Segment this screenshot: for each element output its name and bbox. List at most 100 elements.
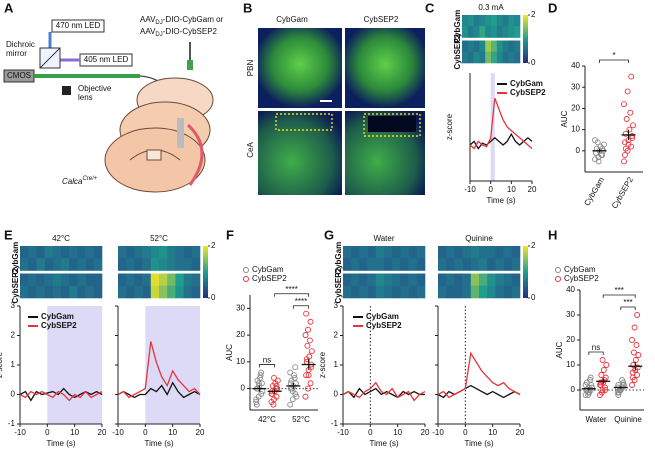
- colorbar: [523, 246, 528, 298]
- data-point: [253, 401, 260, 408]
- data-point: [632, 357, 639, 363]
- data-point: [629, 382, 635, 388]
- heatmap-cell: [351, 246, 360, 259]
- heatmap-cell: [508, 15, 515, 27]
- column-label: CybGam: [276, 15, 308, 24]
- heatmap-cell: [502, 51, 509, 64]
- heatmap-cell: [438, 285, 447, 299]
- mirror: [39, 47, 61, 69]
- heatmap-cell: [462, 258, 472, 271]
- heatmap-cell: [367, 285, 377, 299]
- data-point: [303, 310, 310, 317]
- objective-label: Objective lens: [78, 84, 112, 102]
- led-box: [51, 19, 105, 33]
- heatmap-cell: [85, 246, 95, 259]
- heatmap-cell: [467, 15, 474, 27]
- heatmap-cell: [502, 15, 509, 27]
- heatmap-cell: [134, 273, 143, 287]
- data-point: [634, 372, 641, 378]
- heatmap-cell: [20, 273, 29, 287]
- significance-label: ***: [615, 286, 624, 295]
- x-tick-label: 10: [393, 428, 402, 437]
- data-point: [291, 372, 297, 379]
- heatmap-cell: [375, 273, 385, 287]
- heatmap-cell: [392, 246, 401, 259]
- data-point: [305, 326, 311, 333]
- data-point: [306, 337, 313, 344]
- y-tick-label: 30: [566, 310, 575, 319]
- text-part: AAV: [140, 27, 156, 36]
- y-tick-label: 10: [571, 125, 580, 134]
- heatmap-cell: [351, 258, 360, 271]
- heatmap-cell: [28, 273, 37, 287]
- heatmap-cell: [85, 258, 95, 271]
- significance-label: ns: [592, 343, 600, 352]
- data-point: [595, 158, 602, 165]
- x-axis-label: Time (s): [486, 196, 515, 205]
- data-point: [602, 384, 609, 391]
- data-point: [287, 369, 294, 376]
- y-axis-label: z-score: [0, 351, 4, 378]
- data-point: [627, 109, 634, 116]
- colorbar-label: 2: [531, 241, 536, 250]
- heatmap-cell: [126, 273, 135, 287]
- x-tick-label: -10: [14, 428, 26, 437]
- data-point: [634, 312, 641, 318]
- colorbar-label: 0: [531, 58, 536, 67]
- heatmap-cell: [473, 51, 480, 64]
- heatmap-cell: [495, 285, 504, 299]
- heatmap-cell: [142, 273, 152, 287]
- significance-label: ****: [295, 297, 307, 306]
- heatmap-cell: [183, 246, 193, 259]
- data-point: [633, 342, 640, 348]
- y-tick-label: 0: [571, 385, 576, 394]
- heatmap-cell: [61, 246, 70, 259]
- heatmap-cell: [514, 15, 521, 27]
- legend-label: CybGam: [366, 312, 399, 321]
- heatmap-cell: [77, 258, 86, 271]
- heatmap-cell: [85, 273, 95, 287]
- significance-bracket: [588, 351, 604, 355]
- heatmap-cell: [77, 285, 86, 299]
- heatmap-cell: [408, 285, 418, 299]
- data-point: [599, 357, 606, 363]
- heatmap-cell: [454, 285, 463, 299]
- series-line: [469, 132, 533, 150]
- heatmap-cell: [491, 40, 498, 53]
- heatmap-cell: [93, 285, 103, 299]
- data-point: [289, 388, 296, 395]
- data-point: [628, 73, 635, 80]
- colorbar-label: 0: [531, 293, 536, 302]
- heatmap-cell: [375, 285, 385, 299]
- data-point: [255, 380, 262, 387]
- heatmap-cell: [462, 285, 472, 299]
- x-tick-label: 0: [463, 428, 468, 437]
- heatmap-cell: [462, 40, 469, 53]
- heatmap-cell: [367, 258, 377, 271]
- heatmap-cell: [28, 246, 37, 259]
- legend-label: CybGam: [564, 265, 596, 274]
- virus-label: AAVDJ-DIO-CybGam or: [140, 15, 224, 25]
- heatmap-cell: [142, 258, 152, 271]
- data-point: [629, 135, 636, 142]
- legend-label: CybGam: [41, 312, 74, 321]
- panel-label: B: [243, 0, 252, 15]
- data-point: [271, 374, 277, 381]
- heatmap-cell: [20, 285, 29, 299]
- significance-bracket: [620, 306, 636, 310]
- panel-label: G: [324, 227, 334, 242]
- data-point: [273, 382, 280, 389]
- heatmap-cell: [392, 258, 401, 271]
- heatmap-cell: [375, 258, 385, 271]
- heatmap-cell: [384, 258, 393, 271]
- heatmap-cell: [52, 246, 62, 259]
- heatmap-cell: [85, 285, 95, 299]
- heatmap-cell: [470, 246, 480, 259]
- significance-label: ***: [623, 298, 632, 307]
- legend-label: CybSEP2: [252, 274, 287, 283]
- colorbar-label: 0: [211, 293, 216, 302]
- row-group-label: CybSEP2: [453, 33, 462, 69]
- x-tick-label: 10: [168, 428, 177, 437]
- heatmap-cell: [470, 285, 480, 299]
- data-point: [597, 382, 603, 388]
